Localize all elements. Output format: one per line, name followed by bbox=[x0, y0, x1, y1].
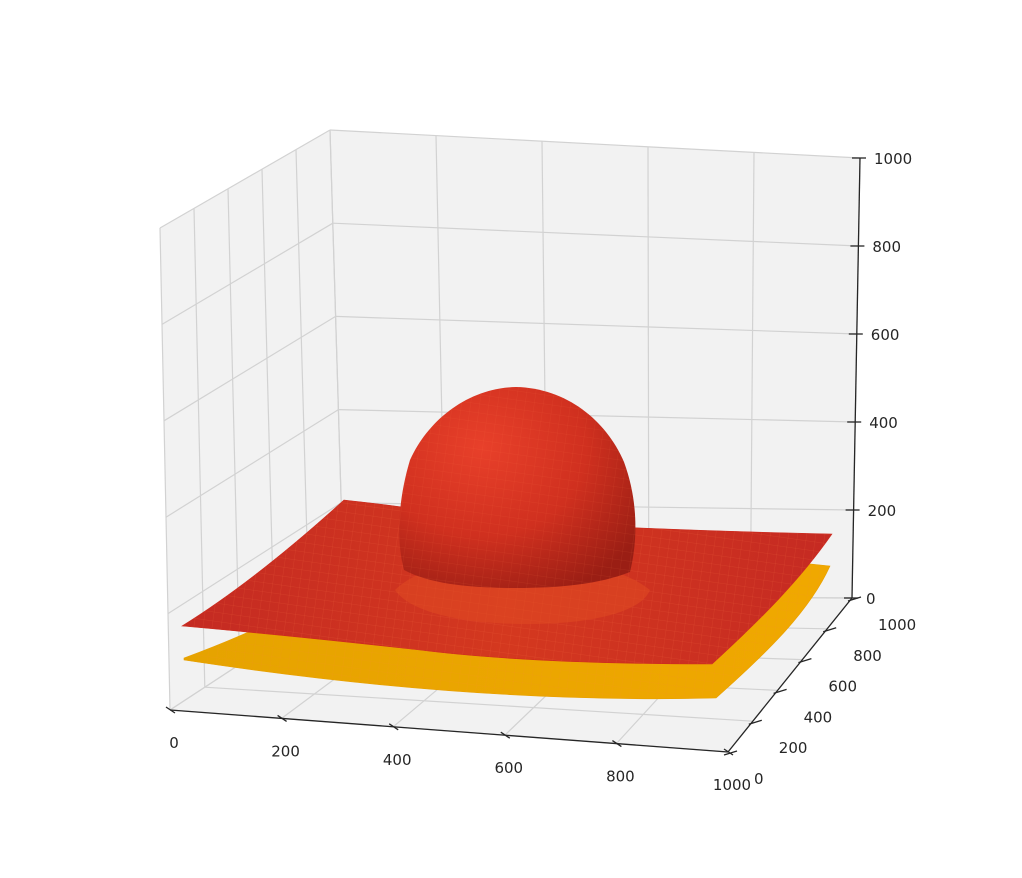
y-tick-label: 600 bbox=[828, 678, 857, 696]
y-tick-mark bbox=[798, 657, 812, 664]
x-tick-mark bbox=[612, 740, 622, 748]
tick-labels: 0 200 400 600 800 1000 02004006008001000020040… bbox=[169, 150, 916, 794]
y-tick-label: 200 bbox=[779, 739, 808, 757]
x-tick-label: 800 bbox=[606, 768, 635, 786]
x-tick-mark bbox=[388, 723, 399, 731]
y-grid-floor-line bbox=[204, 686, 753, 722]
z-grid-side-line bbox=[161, 222, 334, 325]
tick-marks bbox=[165, 157, 866, 756]
y-tick-label: 1000 bbox=[878, 616, 916, 634]
x-tick-label: 400 bbox=[383, 751, 412, 769]
y-grid-wall-line bbox=[159, 227, 171, 711]
z-grid-back-line bbox=[335, 315, 857, 335]
y-tick-label: 800 bbox=[853, 647, 882, 665]
z-grid-side-line bbox=[167, 502, 342, 615]
y-grid-wall-line bbox=[193, 208, 206, 688]
x-tick-mark bbox=[723, 748, 734, 756]
x-tick-label: 1000 bbox=[713, 776, 751, 794]
z-grid-side-line bbox=[159, 129, 331, 229]
z-tick-label: 600 bbox=[871, 326, 900, 344]
z-grid-back-line bbox=[329, 129, 861, 159]
y-tick-label: 400 bbox=[804, 708, 833, 726]
y-tick-mark bbox=[723, 750, 738, 756]
y-tick-label: 0 bbox=[754, 770, 764, 788]
dome-mesh bbox=[399, 387, 636, 588]
x-tick-label: 0 bbox=[169, 734, 179, 752]
y-tick-mark bbox=[823, 627, 837, 633]
z-tick-label: 400 bbox=[869, 414, 898, 432]
z-grid-back-line bbox=[332, 222, 859, 247]
y-tick-mark bbox=[847, 596, 862, 602]
x-tick-mark bbox=[500, 731, 511, 739]
y-tick-mark bbox=[748, 719, 762, 725]
x-grid-wall-line bbox=[647, 146, 650, 598]
x-axis-line bbox=[169, 709, 729, 753]
z-tick-label: 0 bbox=[866, 590, 876, 608]
x-grid-wall-line bbox=[749, 152, 755, 598]
z-tick-label: 200 bbox=[868, 502, 897, 520]
z-grid-side-line bbox=[165, 409, 339, 518]
y-axis-line bbox=[727, 597, 853, 753]
surfaces bbox=[181, 387, 833, 700]
z-axis-line bbox=[851, 157, 861, 599]
x-tick-mark bbox=[165, 706, 176, 714]
x-tick-mark bbox=[277, 714, 287, 722]
x-tick-label: 600 bbox=[494, 759, 523, 777]
z-tick-label: 800 bbox=[872, 238, 901, 256]
z-grid-side-line bbox=[163, 315, 336, 422]
x-tick-label: 200 bbox=[271, 742, 300, 760]
y-tick-mark bbox=[773, 688, 787, 695]
axes bbox=[169, 157, 861, 753]
z-tick-label: 1000 bbox=[874, 150, 912, 168]
y-grid-wall-line bbox=[227, 188, 241, 665]
z-grid-back-line bbox=[338, 409, 856, 423]
